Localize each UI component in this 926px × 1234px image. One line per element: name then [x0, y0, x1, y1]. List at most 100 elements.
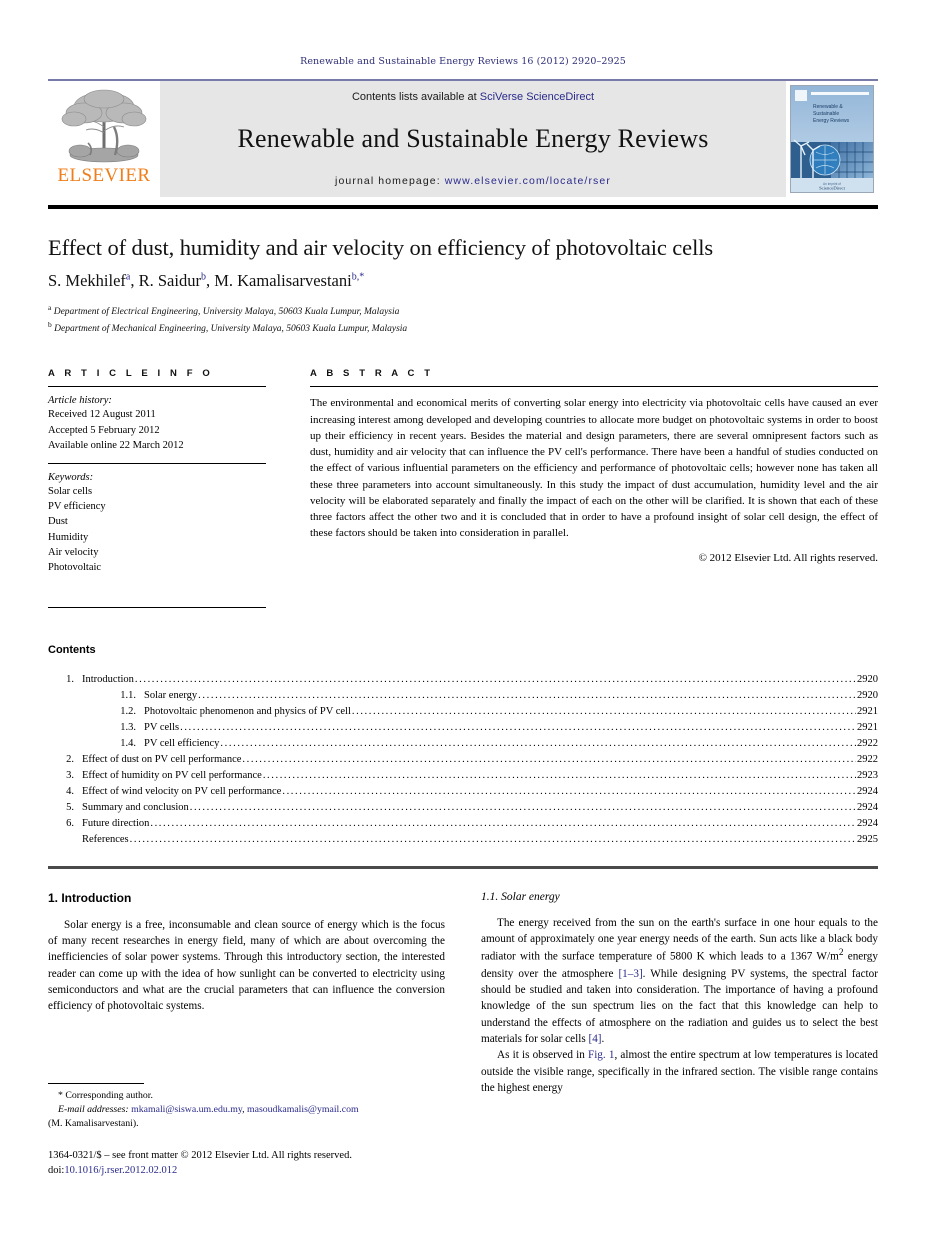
se-p2-b: , almost the entire spectrum at low temp… — [481, 1049, 878, 1094]
page-title: Effect of dust, humidity and air velocit… — [48, 235, 714, 260]
toc-entry[interactable]: 5. Summary and conclusion................… — [48, 800, 878, 816]
affiliation-0-text: Department of Electrical Engineering, Un… — [53, 307, 400, 318]
elsevier-wordmark: ELSEVIER — [57, 165, 151, 186]
author-1-affil-mark: b — [200, 271, 206, 283]
abstract-column: A B S T R A C T The environmental and ec… — [310, 368, 878, 608]
journal-homepage-label: journal homepage: — [335, 175, 445, 187]
toc-leader-dots: ........................................… — [242, 754, 856, 766]
elsevier-tree-icon — [61, 89, 147, 163]
doi-label: doi: — [48, 1164, 65, 1176]
journal-masthead: ELSEVIER Contents lists available at Sci… — [48, 79, 878, 197]
toc-entry-label[interactable]: Introduction — [82, 674, 134, 686]
footnote-area: * Corresponding author. E-mail addresses… — [48, 1082, 449, 1178]
contents-available-prefix: Contents lists available at — [351, 91, 480, 103]
affiliation-0-mark: a — [48, 303, 52, 312]
abstract-rule — [310, 386, 878, 388]
toc-entry-label[interactable]: Effect of humidity on PV cell performanc… — [82, 769, 262, 781]
toc-leader-dots: ........................................… — [129, 833, 856, 845]
body-column-left: 1. Introduction Solar energy is a free, … — [48, 891, 445, 1097]
toc-entry-label[interactable]: Future direction — [82, 817, 150, 829]
keyword-3: Humidity — [48, 531, 89, 543]
toc-entry-page: 2921 — [857, 722, 878, 734]
article-info-rule-bottom — [48, 607, 266, 609]
author-2-name: M. Kamalisarvestani — [214, 271, 352, 290]
toc-entry-number: 6. — [66, 817, 74, 829]
affiliation-1: b Department of Mechanical Engineering, … — [48, 320, 878, 337]
toc-leader-dots: ........................................… — [282, 785, 856, 797]
body-columns: 1. Introduction Solar energy is a free, … — [48, 891, 878, 1097]
doi-line: doi:10.1016/j.rser.2012.02.012 — [48, 1163, 449, 1178]
abstract-heading: A B S T R A C T — [310, 368, 434, 380]
toc-leader-dots: ........................................… — [351, 706, 856, 718]
doi-link[interactable]: 10.1016/j.rser.2012.02.012 — [64, 1164, 178, 1176]
article-history-label: Article history: — [48, 395, 112, 407]
email-link-1[interactable]: mkamali@siswa.um.edu.my — [131, 1103, 243, 1115]
toc-entry-page: 2921 — [857, 706, 878, 718]
svg-text:Energy Reviews: Energy Reviews — [813, 118, 850, 124]
toc-entry-label[interactable]: Solar energy — [144, 690, 198, 702]
toc-entry[interactable]: References..............................… — [48, 832, 878, 848]
toc-entry[interactable]: 1.3. PV cells............................… — [48, 720, 878, 736]
email-addresses-note: E-mail addresses: mkamali@siswa.um.edu.m… — [48, 1103, 449, 1117]
toc-leader-dots: ........................................… — [220, 738, 856, 750]
keyword-0: Solar cells — [48, 485, 93, 497]
corresponding-author-note: * Corresponding author. — [58, 1089, 153, 1101]
toc-entry-number: 3. — [66, 769, 74, 781]
journal-title: Renewable and Sustainable Energy Reviews — [237, 124, 709, 153]
toc-entry[interactable]: 1. Introduction..........................… — [48, 672, 878, 688]
sciencedirect-link[interactable]: SciVerse ScienceDirect — [479, 91, 595, 103]
svg-text:An imprint of: An imprint of — [823, 182, 841, 186]
toc-entry[interactable]: 6. Future direction......................… — [48, 816, 878, 832]
toc-entry-page: 2924 — [857, 785, 878, 797]
article-info-heading: A R T I C L E I N F O — [48, 368, 214, 380]
toc-entry-page: 2925 — [857, 833, 878, 845]
toc-entry-label[interactable]: References — [82, 833, 129, 845]
toc-entry-label[interactable]: Effect of wind velocity on PV cell perfo… — [82, 785, 282, 797]
article-history-received: Received 12 August 2011 — [48, 409, 156, 421]
toc-entry[interactable]: 1.2. Photovoltaic phenomenon and physics … — [48, 704, 878, 720]
article-info-rule-mid — [48, 462, 266, 464]
email-link-2[interactable]: masoudkamalis@ymail.com — [246, 1103, 359, 1115]
journal-cover-thumbnail: Renewable & Sustainable Energy Reviews — [786, 81, 878, 197]
toc-entry[interactable]: 4. Effect of wind velocity on PV cell per… — [48, 784, 878, 800]
toc-entry[interactable]: 1.4. PV cell efficiency..................… — [48, 736, 878, 752]
introduction-paragraph: Solar energy is a free, inconsumable and… — [48, 918, 445, 1013]
citation-ref-4[interactable]: [4] — [588, 1032, 602, 1045]
se-p1-superscript: 2 — [838, 948, 844, 959]
toc-entry-page: 2922 — [857, 754, 878, 766]
toc-entry-number: 2. — [66, 754, 74, 766]
toc-entry[interactable]: 2. Effect of dust on PV cell performance.… — [48, 752, 878, 768]
figure-ref-1[interactable]: Fig. 1 — [587, 1049, 615, 1062]
section-heading-introduction: 1. Introduction — [48, 890, 132, 905]
toc-entry[interactable]: 3. Effect of humidity on PV cell performa… — [48, 768, 878, 784]
subsection-heading-solar-energy: 1.1. Solar energy — [481, 890, 560, 903]
imprint-block: 1364-0321/$ – see front matter © 2012 El… — [48, 1148, 449, 1178]
citation-ref-1-3[interactable]: [1–3] — [618, 967, 643, 980]
masthead-bottom-rule — [48, 205, 878, 209]
journal-homepage-link[interactable]: www.elsevier.com/locate/rser — [444, 175, 611, 187]
contents-bottom-rule — [48, 865, 878, 869]
toc-entry-label[interactable]: Effect of dust on PV cell performance — [82, 754, 242, 766]
toc-entry-label[interactable]: Photovoltaic phenomenon and physics of P… — [144, 706, 351, 718]
affiliation-1-mark: b — [48, 319, 52, 329]
article-history-accepted: Accepted 5 February 2012 — [48, 424, 160, 436]
solar-energy-paragraph-1: The energy received from the sun on the … — [481, 915, 878, 1047]
running-head: Renewable and Sustainable Energy Reviews… — [300, 56, 626, 67]
table-of-contents: Contents 1. Introduction.................… — [48, 644, 878, 847]
svg-text:Sustainable: Sustainable — [813, 111, 839, 117]
toc-entry[interactable]: 1.1. Solar energy........................… — [48, 688, 878, 704]
se-p1-b: energy density over the atmosphere — [481, 951, 878, 980]
keywords-label: Keywords: — [48, 471, 94, 483]
keyword-4: Air velocity — [48, 546, 99, 558]
toc-entry-number: 1.4. — [120, 738, 136, 750]
toc-entry-page: 2924 — [857, 801, 878, 813]
toc-entry-label[interactable]: PV cell efficiency — [144, 738, 220, 750]
svg-text:Renewable &: Renewable & — [813, 104, 843, 110]
keyword-2: Dust — [48, 516, 68, 528]
cover-artwork-icon: Renewable & Sustainable Energy Reviews — [791, 86, 873, 192]
affiliation-0: a Department of Electrical Engineering, … — [48, 303, 878, 320]
toc-entry-label[interactable]: Summary and conclusion — [82, 801, 189, 813]
info-abstract-region: A R T I C L E I N F O Article history: R… — [48, 368, 878, 609]
article-info-column: A R T I C L E I N F O Article history: R… — [48, 368, 266, 609]
toc-entry-label[interactable]: PV cells — [144, 722, 180, 734]
